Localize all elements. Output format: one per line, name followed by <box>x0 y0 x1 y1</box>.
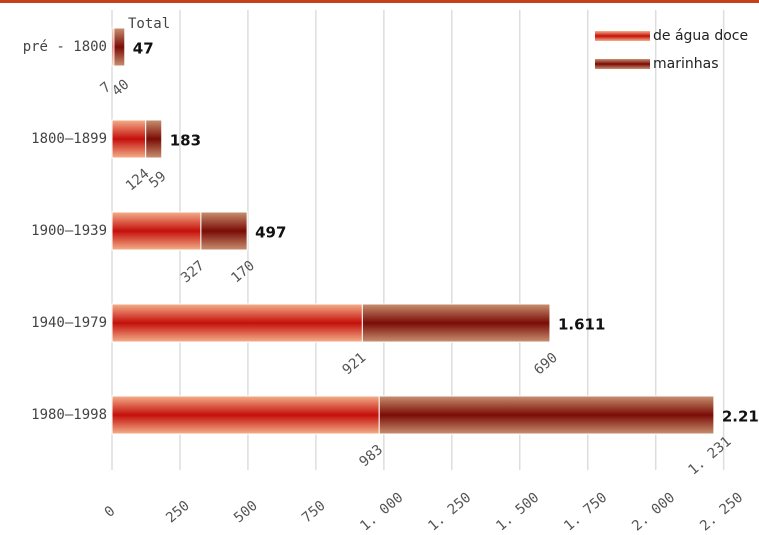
x-tick-label: 500 <box>231 498 261 527</box>
x-tick-label: 1. 250 <box>425 490 474 535</box>
segment-label: 327 <box>178 258 208 287</box>
x-tick-label: 0 <box>102 503 119 521</box>
category-label: 1940–1979 <box>31 315 107 331</box>
legend-swatch <box>595 59 650 69</box>
x-tick-label: 1. 750 <box>561 490 610 535</box>
category-label: 1800–1899 <box>31 131 107 147</box>
top-border <box>0 0 759 3</box>
segment-label: 983 <box>356 442 386 471</box>
bar-segment <box>200 211 248 251</box>
bar-segment <box>111 119 147 159</box>
segment-label: 690 <box>531 350 561 379</box>
x-tick-label: 2. 250 <box>697 490 746 535</box>
total-caption: Total <box>128 16 170 32</box>
segment-label: 59 <box>146 168 169 191</box>
bar-segment <box>145 119 163 159</box>
x-tick-label: 2. 000 <box>629 490 678 535</box>
total-label: 183 <box>170 132 201 150</box>
legend-label: de água doce <box>653 28 748 44</box>
x-tick-label: 1. 500 <box>493 490 542 535</box>
total-label: 47 <box>133 40 154 58</box>
total-label: 1.611 <box>558 316 605 334</box>
bar-segment <box>111 303 363 343</box>
x-tick-label: 1. 000 <box>357 490 406 535</box>
x-tick-label: 250 <box>163 498 193 527</box>
category-label: 1900–1939 <box>31 223 107 239</box>
legend-swatch <box>595 31 650 41</box>
bar-segment <box>113 27 126 67</box>
total-label: 497 <box>255 224 286 242</box>
bar-segment <box>111 211 202 251</box>
category-label: 1980–1998 <box>31 407 107 423</box>
bar-segment <box>361 303 551 343</box>
segment-label: 921 <box>340 350 370 379</box>
segment-label: 1. 231 <box>685 434 734 479</box>
category-label: pré - 1800 <box>23 39 107 55</box>
bar-segment <box>111 395 380 435</box>
total-label: 2.214 <box>722 408 759 426</box>
bar-segment <box>378 395 715 435</box>
x-tick-label: 750 <box>299 498 329 527</box>
legend-label: marinhas <box>653 56 718 72</box>
segment-label: 170 <box>228 258 258 287</box>
